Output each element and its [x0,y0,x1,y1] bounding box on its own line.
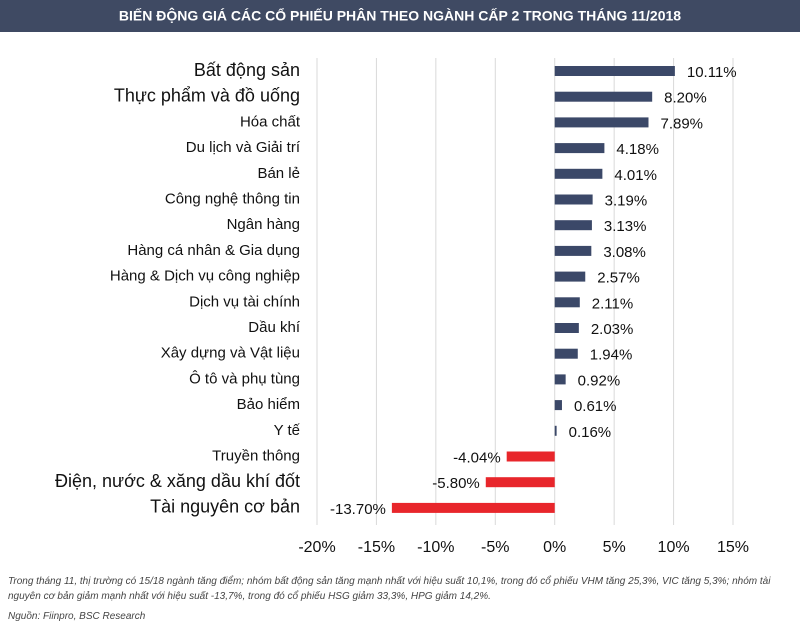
y-tick-label: Bảo hiểm [237,396,300,413]
bar [554,91,653,102]
value-label: 1.94% [590,347,633,364]
source: Nguồn: Fiinpro, BSC Research [8,611,146,622]
value-label: 0.61% [574,398,617,415]
title-band [0,0,800,32]
chart-title: BIẾN ĐỘNG GIÁ CÁC CỔ PHIẾU PHÂN THEO NGÀ… [119,7,681,24]
bar [554,117,649,128]
y-tick-label: Tài nguyên cơ bản [150,497,300,517]
x-tick-label: -20% [298,539,335,556]
bar [554,220,592,231]
bar [554,143,605,154]
value-label: 2.11% [592,295,633,312]
y-tick-label: Xây dựng và Vật liệu [161,345,300,362]
value-label: 4.18% [616,141,659,158]
y-tick-label: Hàng cá nhân & Gia dụng [127,242,300,259]
footnote: Trong tháng 11, thị trường có 15/18 ngàn… [8,576,771,602]
y-tick-label: Hóa chất [240,113,301,130]
bar [554,297,580,308]
value-label: 3.13% [604,218,647,235]
value-label: 7.89% [660,115,703,132]
x-tick-label: 0% [543,539,566,556]
value-label: 2.03% [591,321,634,338]
value-label: -13.70% [330,501,386,518]
value-label: 10.11% [687,64,737,81]
x-tick-label: -10% [417,539,454,556]
x-tick-label: 5% [603,539,626,556]
y-tick-label: Bất động sản [194,60,300,80]
bar [554,271,586,282]
value-label: 4.01% [614,167,657,184]
bar [554,374,566,385]
y-tick-label: Công nghệ thông tin [165,190,300,207]
bar [506,451,555,462]
x-tick-label: 15% [717,539,749,556]
bar [391,502,555,513]
value-label: -4.04% [453,449,501,466]
y-tick-label: Ô tô và phụ tùng [189,370,300,387]
bar [554,168,603,179]
bar [554,245,592,256]
x-tick-label: -15% [358,539,395,556]
value-label: -5.80% [432,475,480,492]
bar [554,194,593,205]
y-tick-label: Thực phẩm và đồ uống [114,85,300,105]
y-tick-label: Dịch vụ tài chính [189,293,300,310]
y-tick-label: Hàng & Dịch vụ công nghiệp [110,268,300,285]
bar [554,323,579,333]
x-tick-label: 10% [658,539,690,556]
value-label: 3.19% [605,192,648,209]
value-label: 0.16% [569,424,612,441]
bar [485,477,555,488]
chart: BIẾN ĐỘNG GIÁ CÁC CỔ PHIẾU PHÂN THEO NGÀ… [0,0,800,556]
value-label: 8.20% [664,90,707,107]
bar [554,66,675,76]
y-tick-label: Bán lẻ [257,165,300,182]
value-label: 3.08% [603,244,646,261]
value-label: 0.92% [578,372,621,389]
value-label: 2.57% [597,270,640,287]
x-tick-label: -5% [481,539,509,556]
y-tick-label: Ngân hàng [227,216,300,233]
y-tick-label: Du lịch và Giải trí [186,139,301,156]
y-tick-label: Điện, nước & xăng dầu khí đốt [55,471,300,491]
y-tick-label: Truyền thông [212,447,300,464]
bar [554,400,562,411]
y-tick-label: Y tế [274,422,301,439]
y-tick-label: Dầu khí [248,319,301,336]
bar [554,348,578,359]
bar [554,425,557,436]
